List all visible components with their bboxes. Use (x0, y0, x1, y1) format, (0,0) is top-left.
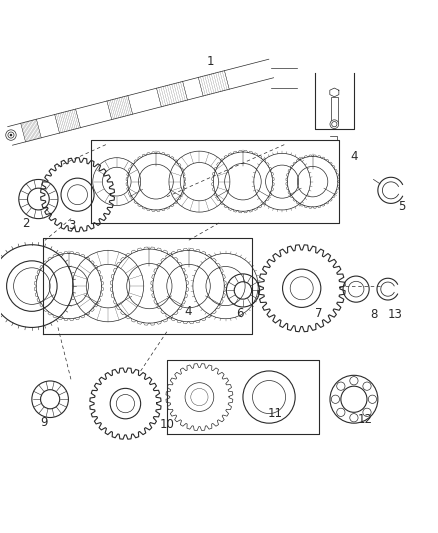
Circle shape (6, 130, 16, 140)
Text: 10: 10 (159, 418, 174, 431)
Circle shape (10, 134, 12, 136)
Text: 7: 7 (315, 307, 323, 320)
Text: 1: 1 (207, 54, 214, 68)
Text: 6: 6 (236, 306, 244, 320)
Text: 8: 8 (371, 308, 378, 321)
Text: 4: 4 (185, 305, 192, 318)
Text: 3: 3 (68, 219, 76, 232)
Text: 5: 5 (398, 200, 406, 213)
Text: 13: 13 (388, 308, 403, 321)
Circle shape (330, 120, 339, 128)
Text: 2: 2 (22, 217, 29, 230)
Bar (331, 97, 338, 123)
Text: 12: 12 (357, 413, 372, 426)
Text: 4: 4 (350, 150, 358, 163)
Text: 11: 11 (267, 407, 282, 420)
Text: 9: 9 (40, 416, 47, 429)
